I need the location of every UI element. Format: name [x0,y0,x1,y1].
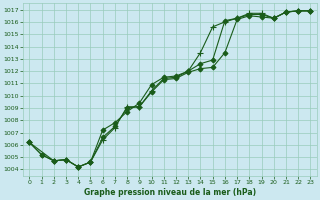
X-axis label: Graphe pression niveau de la mer (hPa): Graphe pression niveau de la mer (hPa) [84,188,256,197]
